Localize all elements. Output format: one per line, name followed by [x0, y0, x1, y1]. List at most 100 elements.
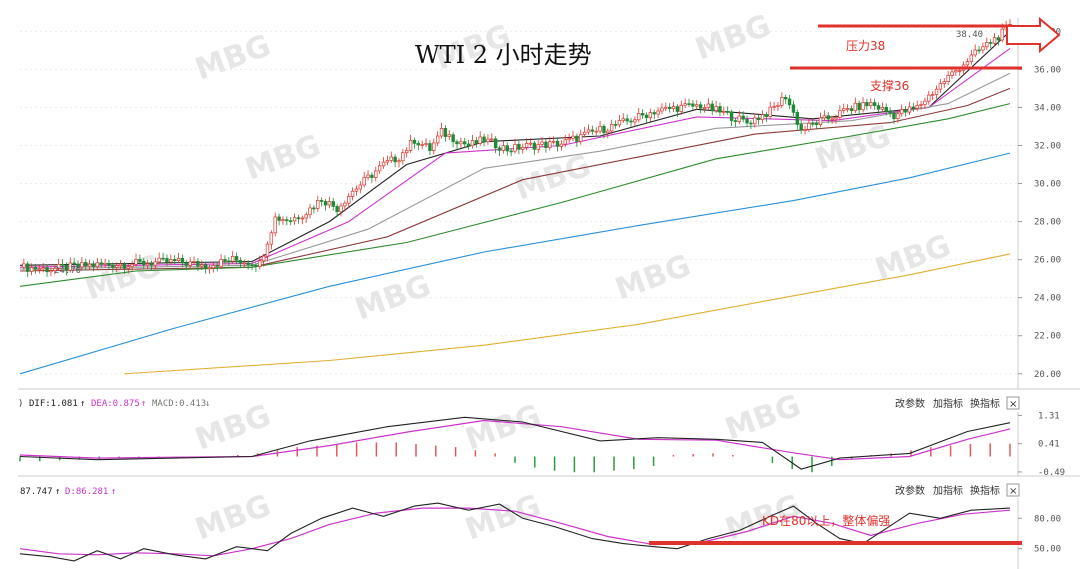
candle-body — [56, 263, 61, 269]
candle-body — [439, 127, 444, 137]
candle-body — [590, 129, 595, 132]
candle-body — [339, 205, 343, 213]
candle-body — [551, 140, 556, 143]
kd-params-button[interactable]: 改参数 — [895, 484, 925, 497]
candle-body — [215, 265, 219, 267]
candle-body — [285, 219, 289, 222]
candle-body — [513, 143, 517, 152]
price-tick-label: 28.00 — [1034, 218, 1061, 228]
candle-body — [598, 125, 602, 132]
candle-body — [319, 200, 324, 202]
candle-body — [865, 102, 869, 107]
macd-y-ticks: 1.31 0.41 -0.49 — [1018, 411, 1065, 478]
candle-body — [126, 266, 130, 269]
candle-body — [366, 174, 370, 178]
candle-body — [261, 255, 266, 262]
kd-k-arrow-icon: ↑ — [55, 487, 60, 497]
candle-body — [900, 109, 904, 115]
candle-body — [99, 262, 103, 265]
candle-body — [640, 113, 645, 116]
price-tick-label: 34.00 — [1034, 103, 1061, 113]
candle-body — [312, 207, 316, 210]
candle-body — [725, 111, 730, 113]
candle-body — [834, 117, 838, 120]
candle-body — [68, 262, 72, 271]
candle-body — [41, 267, 45, 270]
candle-body — [153, 261, 158, 266]
candle-body — [200, 264, 204, 267]
macd-dif-line — [19, 416, 1011, 470]
macd-params-button[interactable]: 改参数 — [895, 397, 925, 410]
candle-body — [857, 102, 861, 111]
macd-switch-indicator-button[interactable]: 换指标 — [970, 397, 1000, 410]
macd-add-indicator-button[interactable]: 加指标 — [933, 397, 963, 410]
candle-body — [463, 141, 467, 145]
candle-body — [722, 111, 726, 113]
candle-body — [230, 256, 235, 262]
candle-body — [335, 206, 339, 213]
candle-body — [768, 106, 772, 117]
candle-body — [729, 111, 734, 121]
candle-body — [807, 122, 811, 130]
kd-close-button[interactable] — [1006, 483, 1020, 497]
candle-body — [524, 143, 529, 148]
candle-body — [265, 243, 270, 257]
candle-body — [629, 120, 633, 123]
candle-body — [424, 143, 428, 145]
candle-body — [981, 46, 985, 51]
moving-average-line — [19, 87, 1011, 272]
kd-d-arrow-icon: ↑ — [111, 487, 116, 497]
macd-collapse-icon[interactable]: ) — [18, 399, 23, 409]
candle-body — [702, 107, 707, 110]
candle-body — [1000, 28, 1004, 41]
candle-body — [517, 143, 521, 150]
candle-body — [548, 141, 552, 148]
candle-body — [861, 102, 865, 111]
candle-body — [830, 118, 834, 121]
candle-body — [505, 145, 509, 152]
candle-body — [296, 217, 301, 220]
candle-body — [737, 115, 742, 122]
macd-value-arrow-icon: ↓ — [205, 399, 210, 409]
arrow-right-icon — [1006, 16, 1061, 54]
candle-body — [490, 138, 494, 141]
candle-body — [443, 127, 448, 137]
candle-body — [625, 118, 629, 122]
candle-body — [923, 100, 927, 105]
candle-body — [563, 139, 567, 145]
candle-body — [184, 262, 188, 266]
candle-body — [114, 265, 119, 268]
candle-body — [130, 263, 134, 267]
candle-body — [706, 103, 711, 109]
kd-add-indicator-button[interactable]: 加指标 — [933, 484, 963, 497]
candle-body — [269, 232, 274, 245]
macd-dea-line — [19, 419, 1011, 461]
candle-body — [134, 258, 138, 265]
price-tick-label: 30.00 — [1034, 180, 1061, 190]
candle-body — [586, 129, 591, 133]
candle-body — [323, 201, 328, 206]
candle-body — [536, 144, 540, 150]
candle-body — [648, 112, 653, 119]
candle-body — [482, 136, 486, 143]
candle-body — [555, 140, 560, 147]
moving-average-line — [19, 152, 1011, 375]
candle-body — [544, 141, 548, 148]
watermark-text: MBG — [351, 268, 436, 327]
chart-title: WTI 2 小时走势 — [415, 41, 592, 69]
candle-body — [695, 104, 699, 107]
moving-average-line — [19, 103, 1011, 287]
candle-body — [192, 261, 196, 263]
candle-body — [459, 141, 463, 145]
kd-switch-indicator-button[interactable]: 换指标 — [970, 484, 1000, 497]
candle-body — [826, 115, 830, 120]
watermark-text: MBG — [811, 118, 896, 177]
watermark-text: MBG — [461, 398, 546, 457]
candle-body — [760, 114, 765, 121]
candle-body — [540, 141, 544, 145]
candle-body — [447, 134, 451, 137]
candle-body — [741, 115, 745, 120]
kd-k-line — [19, 502, 1011, 562]
candle-body — [254, 264, 258, 267]
macd-close-button[interactable] — [1006, 396, 1020, 410]
